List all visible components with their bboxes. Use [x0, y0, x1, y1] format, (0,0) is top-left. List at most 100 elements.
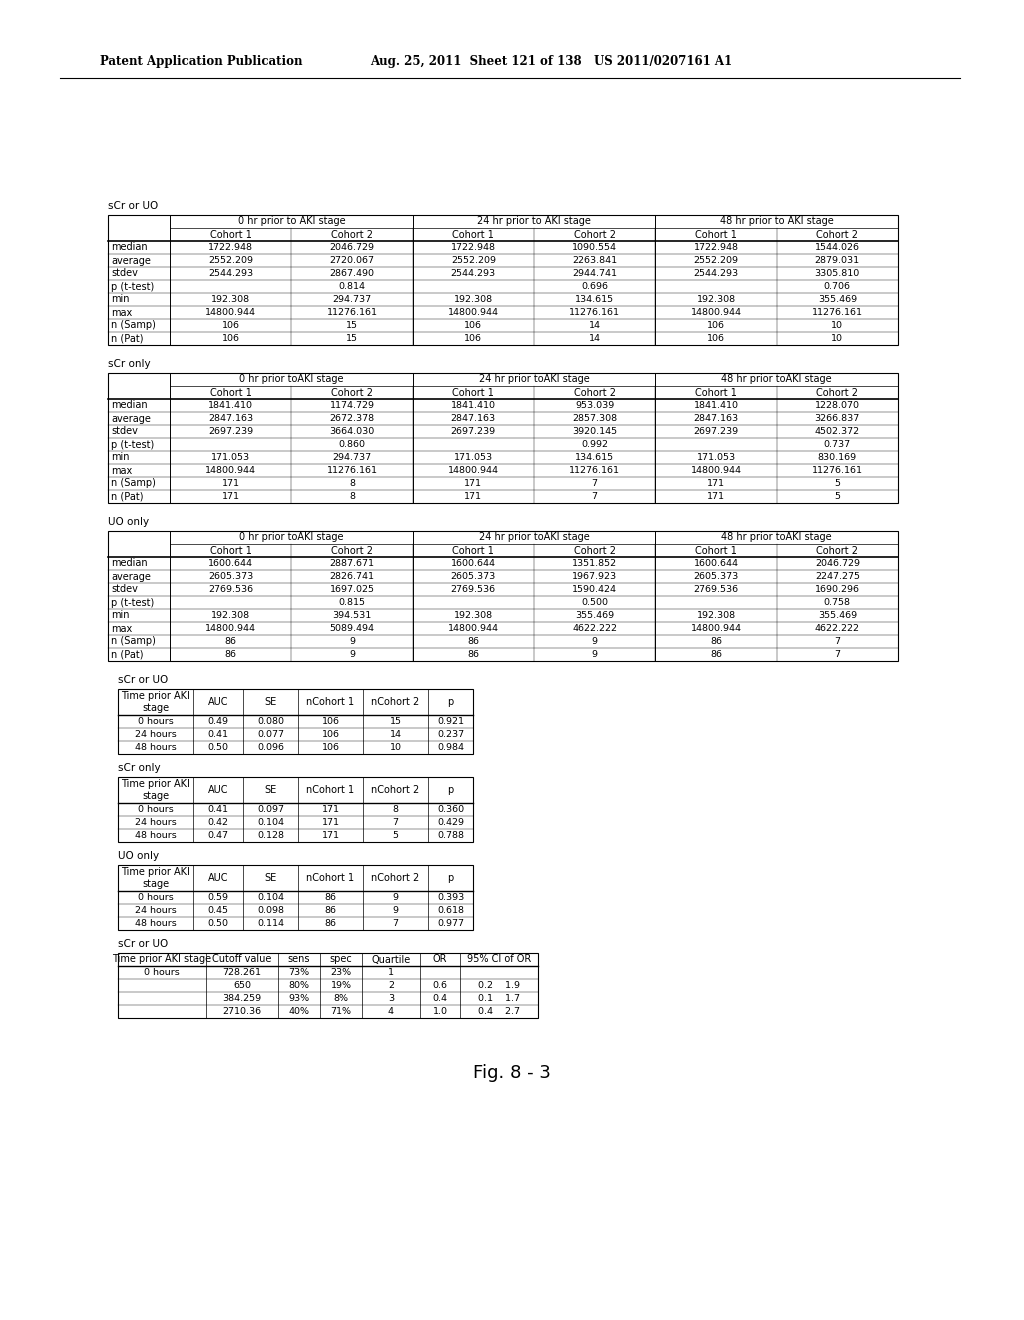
Text: Cohort 1: Cohort 1 — [695, 388, 737, 397]
Text: 95% CI of OR: 95% CI of OR — [467, 954, 531, 965]
Text: 86: 86 — [325, 894, 337, 902]
Text: Aug. 25, 2011  Sheet 121 of 138   US 2011/0207161 A1: Aug. 25, 2011 Sheet 121 of 138 US 2011/0… — [370, 55, 732, 69]
Text: Cohort 2: Cohort 2 — [816, 230, 858, 239]
Text: 1351.852: 1351.852 — [572, 558, 617, 568]
Text: 4622.222: 4622.222 — [572, 624, 617, 634]
Bar — [118, 953, 538, 1018]
Bar — [108, 374, 898, 503]
Text: 86: 86 — [224, 649, 237, 659]
Text: 1590.424: 1590.424 — [572, 585, 617, 594]
Text: 8: 8 — [392, 805, 398, 814]
Text: 355.469: 355.469 — [575, 611, 614, 620]
Text: 0.696: 0.696 — [582, 282, 608, 290]
Text: 86: 86 — [467, 638, 479, 645]
Text: 1841.410: 1841.410 — [451, 401, 496, 411]
Text: 1: 1 — [388, 968, 394, 977]
Text: Patent Application Publication: Patent Application Publication — [100, 55, 302, 69]
Text: 650: 650 — [233, 981, 251, 990]
Text: AUC: AUC — [208, 697, 228, 708]
Text: min: min — [111, 610, 129, 620]
Text: 2879.031: 2879.031 — [815, 256, 860, 265]
Text: 80%: 80% — [289, 981, 309, 990]
Text: sCr or UO: sCr or UO — [108, 201, 159, 211]
Text: 5: 5 — [392, 832, 398, 840]
Text: 0 hr prior to AKI stage: 0 hr prior to AKI stage — [238, 216, 345, 227]
Text: 2697.239: 2697.239 — [208, 426, 253, 436]
Text: 7: 7 — [835, 649, 841, 659]
Text: 9: 9 — [349, 649, 355, 659]
Text: 7: 7 — [392, 818, 398, 828]
Text: 3305.810: 3305.810 — [815, 269, 860, 279]
Text: 9: 9 — [592, 638, 598, 645]
Text: 2697.239: 2697.239 — [693, 426, 738, 436]
Text: n (Samp): n (Samp) — [111, 479, 156, 488]
Text: 14: 14 — [589, 334, 601, 343]
Text: 2857.308: 2857.308 — [572, 414, 617, 422]
Text: 171.053: 171.053 — [454, 453, 493, 462]
Bar — [118, 777, 473, 842]
Text: Cohort 1: Cohort 1 — [453, 388, 495, 397]
Text: sCr or UO: sCr or UO — [118, 675, 168, 685]
Text: 2847.163: 2847.163 — [208, 414, 253, 422]
Text: 1841.410: 1841.410 — [208, 401, 253, 411]
Text: SE: SE — [264, 873, 276, 883]
Text: 0.4    2.7: 0.4 2.7 — [478, 1007, 520, 1016]
Text: p (t-test): p (t-test) — [111, 598, 155, 607]
Text: 0.104: 0.104 — [257, 818, 284, 828]
Text: 48 hours: 48 hours — [134, 832, 176, 840]
Text: 0.360: 0.360 — [437, 805, 464, 814]
Text: SE: SE — [264, 785, 276, 795]
Text: Cohort 1: Cohort 1 — [695, 545, 737, 556]
Text: 106: 106 — [707, 321, 725, 330]
Text: 192.308: 192.308 — [454, 611, 493, 620]
Text: p: p — [447, 785, 454, 795]
Text: 0.737: 0.737 — [823, 440, 851, 449]
Text: 394.531: 394.531 — [333, 611, 372, 620]
Text: 1697.025: 1697.025 — [330, 585, 375, 594]
Text: Cohort 2: Cohort 2 — [331, 388, 373, 397]
Text: nCohort 2: nCohort 2 — [372, 873, 420, 883]
Text: 7: 7 — [592, 492, 598, 502]
Text: 1.0: 1.0 — [432, 1007, 447, 1016]
Text: Cohort 2: Cohort 2 — [573, 230, 615, 239]
Text: SE: SE — [264, 697, 276, 708]
Text: 0.080: 0.080 — [257, 717, 284, 726]
Text: 5089.494: 5089.494 — [330, 624, 375, 634]
Text: 171.053: 171.053 — [696, 453, 735, 462]
Text: 2605.373: 2605.373 — [693, 572, 738, 581]
Text: 830.169: 830.169 — [818, 453, 857, 462]
Text: AUC: AUC — [208, 873, 228, 883]
Text: 1228.070: 1228.070 — [815, 401, 860, 411]
Text: Cohort 1: Cohort 1 — [210, 545, 252, 556]
Text: 93%: 93% — [289, 994, 309, 1003]
Text: 106: 106 — [221, 321, 240, 330]
Text: 7: 7 — [835, 638, 841, 645]
Text: 2826.741: 2826.741 — [330, 572, 375, 581]
Text: 0.921: 0.921 — [437, 717, 464, 726]
Text: 23%: 23% — [331, 968, 351, 977]
Text: 15: 15 — [389, 717, 401, 726]
Text: n (Samp): n (Samp) — [111, 321, 156, 330]
Text: 192.308: 192.308 — [211, 611, 250, 620]
Text: nCohort 1: nCohort 1 — [306, 697, 354, 708]
Text: Cohort 1: Cohort 1 — [210, 230, 252, 239]
Text: min: min — [111, 294, 129, 305]
Text: p (t-test): p (t-test) — [111, 281, 155, 292]
Text: 2769.536: 2769.536 — [693, 585, 738, 594]
Text: 2887.671: 2887.671 — [330, 558, 375, 568]
Text: sens: sens — [288, 954, 310, 965]
Text: nCohort 1: nCohort 1 — [306, 785, 354, 795]
Text: Cohort 1: Cohort 1 — [210, 388, 252, 397]
Text: 0.4: 0.4 — [432, 994, 447, 1003]
Text: median: median — [111, 400, 147, 411]
Text: 4: 4 — [388, 1007, 394, 1016]
Text: 11276.161: 11276.161 — [812, 466, 863, 475]
Text: average: average — [111, 256, 151, 265]
Text: 2847.163: 2847.163 — [451, 414, 496, 422]
Text: 355.469: 355.469 — [818, 294, 857, 304]
Text: 0.47: 0.47 — [208, 832, 228, 840]
Text: 14800.944: 14800.944 — [690, 308, 741, 317]
Text: 8: 8 — [349, 479, 355, 488]
Text: Cohort 2: Cohort 2 — [573, 545, 615, 556]
Text: median: median — [111, 558, 147, 569]
